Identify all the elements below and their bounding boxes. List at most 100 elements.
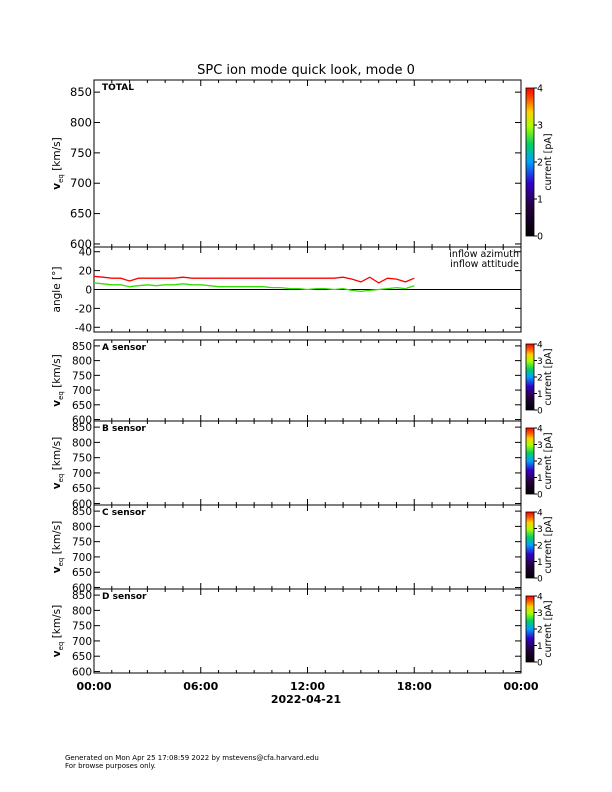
colorbar-tick-label: 2	[537, 458, 543, 468]
colorbar-tick-label: 0	[537, 232, 543, 243]
y-tick-label: 700	[72, 385, 92, 397]
colorbar-label: current [pA]	[543, 432, 554, 489]
colorbar-tick-label: 1	[537, 642, 543, 652]
y-tick-label: 600	[72, 666, 92, 678]
panel-sensor_c: 600 650 700 750 800 850 veq [km/s] C sensor 0 1 2 3…	[51, 504, 554, 594]
y-tick-label: 700	[70, 176, 92, 190]
colorbar	[525, 595, 535, 663]
y-tick-label: 850	[72, 422, 92, 434]
y-tick-label: 750	[72, 537, 92, 549]
y-tick-label: 850	[72, 506, 92, 518]
chart-title: SPC ion mode quick look, mode 0	[197, 63, 415, 78]
y-tick-label: 750	[72, 453, 92, 465]
colorbar-label: current [pA]	[543, 600, 554, 657]
colorbar-tick-label: 2	[537, 626, 543, 636]
y-tick-label: 800	[70, 116, 92, 130]
colorbar-tick-label: 0	[537, 575, 543, 585]
colorbar-label: current [pA]	[543, 516, 554, 573]
x-axis-date-label: 2022-04-21	[271, 693, 341, 706]
footer-browse: For browse purposes only.	[65, 762, 156, 770]
plot-frame	[93, 339, 522, 422]
colorbar-tick-label: 2	[537, 374, 543, 384]
y-tick-label: 20	[79, 266, 92, 278]
x-tick-label: 06:00	[183, 680, 218, 693]
x-axis-labels: 00:00 06:00 12:00 18:00 00:00	[76, 680, 538, 693]
y-tick-label: 650	[72, 567, 92, 579]
plot-frame	[93, 79, 522, 248]
y-tick-label: 700	[72, 468, 92, 480]
panel-label: C sensor	[102, 508, 146, 518]
y-axis-label: angle [°]	[51, 267, 63, 313]
colorbar	[525, 427, 535, 495]
y-tick-label: 800	[72, 521, 92, 533]
legend-entry: inflow attitude	[450, 259, 519, 270]
colorbar-tick-label: 0	[537, 659, 543, 669]
y-tick-label: 750	[70, 146, 92, 160]
y-tick-label: 800	[72, 437, 92, 449]
colorbar	[525, 87, 535, 237]
colorbar	[525, 343, 535, 411]
colorbar-tick-label: 1	[537, 558, 543, 568]
y-axis-label: veq [km/s]	[51, 437, 65, 489]
colorbar-tick-label: 0	[537, 491, 543, 501]
x-tick-label: 18:00	[397, 680, 432, 693]
y-tick-label: 600	[72, 582, 92, 594]
plot-frame	[93, 420, 522, 506]
y-tick-label: 40	[79, 247, 92, 259]
panel-label: TOTAL	[102, 83, 134, 93]
colorbar-tick-label: 4	[537, 593, 543, 603]
panel-label: D sensor	[102, 592, 147, 602]
colorbar-label: current [pA]	[543, 133, 554, 190]
footer-generated: Generated on Mon Apr 25 17:08:59 2022 by…	[65, 754, 319, 762]
y-tick-label: 850	[70, 85, 92, 99]
panel-label: A sensor	[102, 343, 147, 353]
colorbar-tick-label: 1	[537, 474, 543, 484]
y-tick-label: 650	[70, 207, 92, 221]
x-tick-label: 00:00	[76, 680, 111, 693]
y-tick-label: 750	[72, 370, 92, 382]
panel-label: B sensor	[102, 424, 146, 434]
colorbar-tick-label: 2	[537, 158, 543, 169]
colorbar-tick-label: 0	[537, 407, 543, 417]
panel-sensor_b: 600 650 700 750 800 850 veq [km/s] B sensor 0 1 2 3…	[51, 420, 554, 510]
colorbar-tick-label: 1	[537, 195, 543, 206]
y-tick-label: 750	[72, 621, 92, 633]
colorbar-tick-label: 1	[537, 390, 543, 400]
colorbar-tick-label: 4	[537, 509, 543, 519]
panel-sensor_d: 600 650 700 750 800 850 veq [km/s] D sensor 0 1 2 3…	[51, 588, 554, 678]
y-tick-label: 0	[85, 285, 92, 297]
y-tick-label: 600	[72, 415, 92, 427]
y-axis-label: veq [km/s]	[51, 354, 65, 406]
colorbar-tick-label: 3	[537, 357, 543, 367]
y-tick-label: 800	[72, 605, 92, 617]
colorbar-label: current [pA]	[543, 348, 554, 405]
plot-frame	[93, 588, 522, 674]
y-tick-label: 850	[72, 590, 92, 602]
y-tick-label: 650	[72, 400, 92, 412]
y-tick-label: 850	[72, 341, 92, 353]
colorbar-tick-label: 4	[537, 425, 543, 435]
colorbar-tick-label: 3	[537, 441, 543, 451]
colorbar-tick-label: 3	[537, 121, 543, 132]
colorbar-tick-label: 3	[537, 525, 543, 535]
y-axis-label: veq [km/s]	[51, 521, 65, 573]
y-tick-label: 800	[72, 356, 92, 368]
y-tick-label: 600	[70, 237, 92, 251]
colorbar-tick-label: 3	[537, 609, 543, 619]
colorbar	[525, 511, 535, 579]
y-tick-label: -20	[75, 303, 92, 315]
legend-entry: inflow azimuth	[449, 249, 519, 260]
y-axis-label: veq [km/s]	[51, 137, 65, 189]
panel-total: 600 650 700 750 800 850 veq [km/s] TOTAL 0 1 2 3 4 cu…	[51, 79, 554, 251]
panel-sensor_a: 600 650 700 750 800 850 veq [km/s] A sensor 0 1 2 3…	[51, 339, 554, 427]
y-tick-label: 650	[72, 483, 92, 495]
y-tick-label: -40	[75, 322, 92, 334]
y-tick-label: 700	[72, 636, 92, 648]
y-tick-label: 600	[72, 498, 92, 510]
colorbar-tick-label: 2	[537, 542, 543, 552]
x-tick-label: 00:00	[503, 680, 538, 693]
series-inflow-attitude	[93, 282, 415, 293]
colorbar-tick-label: 4	[537, 341, 543, 351]
